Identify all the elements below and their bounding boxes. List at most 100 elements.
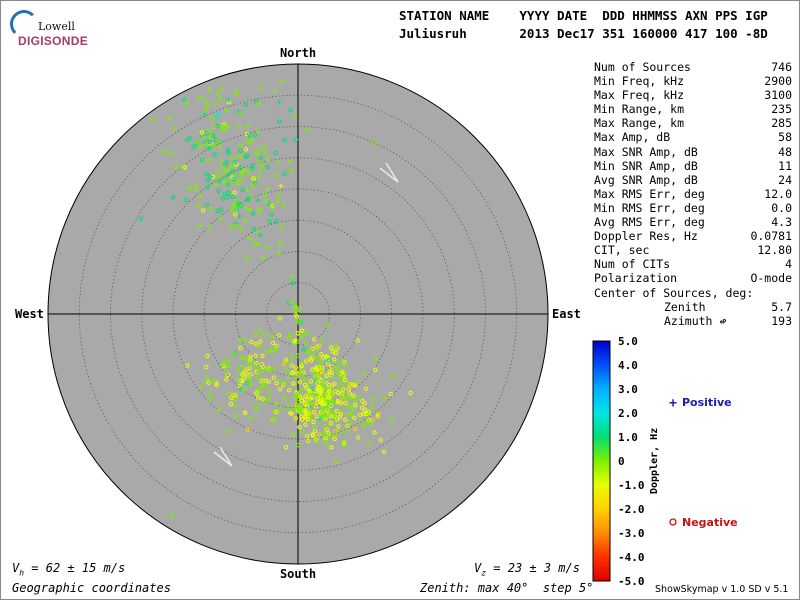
source-point-positive: [215, 167, 221, 173]
source-point-negative: [232, 403, 237, 408]
source-point-negative: [204, 171, 209, 177]
source-point-negative: [263, 199, 269, 204]
source-point-negative: [305, 350, 310, 355]
arrow-ne-icon: [379, 162, 399, 183]
source-point-negative: [299, 364, 304, 369]
source-point-positive: [255, 197, 261, 203]
source-point-negative: [238, 345, 243, 351]
source-point-negative: [247, 235, 252, 240]
stat-value: 4: [785, 257, 792, 272]
source-point-negative: [319, 400, 325, 406]
source-point-negative: [304, 385, 309, 391]
source-point-negative: [307, 388, 312, 393]
colorbar-tick-label: 0: [618, 455, 625, 468]
source-point-negative: [212, 124, 217, 130]
source-point-negative: [256, 102, 261, 107]
stat-value: 193: [771, 313, 792, 328]
source-point-negative: [303, 409, 309, 414]
source-point-negative: [182, 97, 187, 102]
source-point-negative: [232, 190, 237, 195]
source-point-negative: [252, 361, 257, 366]
source-point-negative: [220, 362, 225, 367]
source-point-negative: [366, 409, 371, 415]
source-point-negative: [217, 144, 222, 150]
source-point-negative: [343, 363, 348, 368]
source-point-negative: [328, 403, 333, 408]
source-point-negative: [138, 216, 144, 222]
source-point-negative: [283, 445, 289, 450]
source-point-negative: [243, 102, 249, 108]
source-point-negative: [355, 338, 360, 343]
stat-label: Min Freq, kHz: [594, 74, 685, 89]
stat-row: Min SNR Amp, dB 11: [594, 159, 792, 173]
source-point-negative: [341, 387, 346, 392]
source-point-negative: [332, 413, 337, 419]
source-point-negative: [262, 192, 268, 197]
stat-row: Max SNR Amp, dB 48: [594, 145, 792, 159]
source-point-negative: [267, 367, 272, 373]
source-point-negative: [218, 159, 224, 164]
source-point-negative: [347, 391, 353, 396]
stat-value: 0.0: [771, 200, 792, 215]
source-point-negative: [191, 144, 196, 149]
source-point-negative: [260, 396, 265, 401]
source-point-negative: [351, 407, 357, 412]
source-point-negative: [358, 420, 363, 425]
source-point-negative: [207, 225, 212, 230]
source-point-negative: [236, 377, 241, 383]
source-point-negative: [332, 436, 337, 442]
source-point-negative: [221, 128, 226, 133]
source-point-negative: [340, 377, 346, 382]
stat-label: Max Amp, dB: [594, 130, 671, 145]
source-point-negative: [274, 343, 279, 348]
source-point-positive: [276, 99, 282, 105]
source-point-negative: [286, 388, 292, 393]
stat-label: Avg RMS Err, deg: [594, 215, 705, 230]
source-point-negative: [236, 180, 241, 186]
source-point-negative: [334, 459, 339, 465]
source-point-negative: [282, 395, 288, 400]
source-point-negative: [246, 358, 251, 363]
source-point-negative: [265, 165, 270, 170]
source-point-negative: [226, 429, 231, 434]
source-point-negative: [372, 356, 378, 361]
source-point-negative: [324, 373, 329, 378]
source-point-negative: [292, 114, 298, 119]
stat-row: Min RMS Err, deg 0.0: [594, 201, 792, 215]
source-point-negative: [326, 357, 331, 363]
source-point-negative: [362, 371, 368, 376]
source-point-negative: [312, 425, 317, 430]
source-point-negative: [347, 402, 352, 408]
source-point-negative: [391, 374, 396, 379]
source-point-negative: [274, 401, 279, 406]
source-point-negative: [270, 333, 275, 339]
source-point-negative: [372, 140, 377, 145]
stat-label: Num of CITs: [594, 257, 671, 272]
source-point-negative: [352, 426, 358, 432]
source-point-negative: [226, 190, 231, 196]
source-point-negative: [251, 176, 257, 181]
horizontal-velocity-value: = 62 ± 15 m/s: [24, 561, 126, 575]
source-point-negative: [312, 337, 317, 342]
stat-label: Max Range, km: [594, 116, 685, 131]
source-point-negative: [351, 382, 356, 387]
source-point-negative: [314, 414, 320, 419]
source-point-negative: [199, 157, 205, 163]
arrow-sw-icon: [213, 446, 233, 467]
source-point-negative: [167, 115, 172, 121]
source-point-negative: [320, 365, 325, 370]
source-point-negative: [224, 159, 230, 165]
legend-plus-icon: +: [669, 396, 677, 411]
stat-label: Center of Sources, deg:: [594, 285, 754, 300]
source-point-negative: [216, 179, 222, 184]
source-point-negative: [193, 183, 199, 189]
stat-row: Num of Sources 746: [594, 60, 792, 74]
vertical-velocity: Vz = 23 ± 3 m/s: [474, 561, 580, 578]
source-point-negative: [320, 410, 326, 415]
source-point-negative: [315, 356, 321, 361]
stat-label: Num of Sources: [594, 60, 691, 74]
stat-label: Min SNR Amp, dB: [594, 158, 698, 173]
source-point-negative: [248, 354, 253, 359]
stat-value: 0.0781: [750, 229, 792, 244]
source-point-negative: [290, 281, 295, 286]
